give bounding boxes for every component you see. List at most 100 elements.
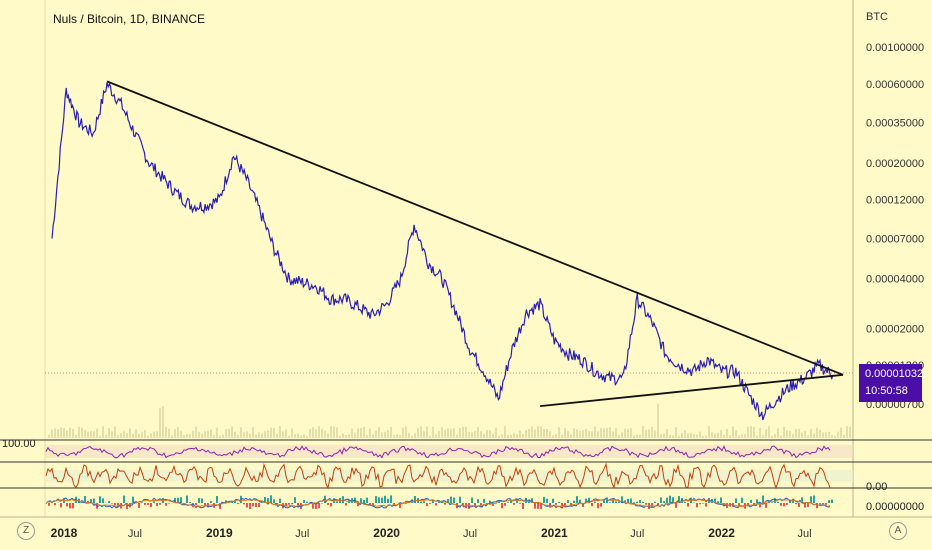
- volume-bar: [432, 427, 434, 438]
- macd-hist-bar: [663, 501, 665, 503]
- macd-hist-bar: [666, 498, 668, 503]
- volume-bar: [774, 434, 776, 438]
- macd-hist-bar: [687, 503, 689, 507]
- volume-bar: [300, 435, 302, 438]
- volume-bar: [819, 430, 821, 438]
- volume-bar: [522, 434, 524, 438]
- macd-hist-bar: [822, 503, 824, 504]
- zoom-button[interactable]: Z: [17, 522, 35, 540]
- volume-bar: [507, 435, 509, 438]
- volume-bar: [489, 430, 491, 438]
- macd-hist-bar: [765, 503, 767, 508]
- macd-hist-bar: [597, 503, 599, 508]
- chart-title: Nuls / Bitcoin, 1D, BINANCE: [53, 12, 205, 26]
- volume-bar: [435, 435, 437, 438]
- macd-hist-bar: [336, 501, 338, 503]
- volume-bar: [390, 427, 392, 438]
- macd-hist-bar: [291, 503, 293, 504]
- macd-hist-bar: [390, 495, 392, 503]
- volume-bar: [492, 433, 494, 438]
- volume-bar: [750, 426, 752, 438]
- volume-bar: [414, 433, 416, 438]
- volume-bar: [771, 436, 773, 438]
- volume-bar: [405, 427, 407, 438]
- macd-hist-bar: [831, 500, 833, 503]
- volume-bar: [321, 429, 323, 438]
- volume-bar: [666, 429, 668, 438]
- volume-bar: [525, 430, 527, 438]
- volume-bar: [129, 428, 131, 438]
- volume-bar: [111, 431, 113, 438]
- macd-hist-bar: [786, 503, 788, 505]
- rsi-band: [45, 445, 853, 458]
- volume-bar: [807, 435, 809, 438]
- volume-bar: [219, 436, 221, 438]
- volume-bar: [120, 433, 122, 438]
- volume-bar: [726, 429, 728, 438]
- macd-hist-bar: [675, 503, 677, 508]
- volume-bar: [375, 431, 377, 438]
- volume-bar: [486, 430, 488, 438]
- volume-bar: [540, 427, 542, 438]
- time-axis-label: 2019: [206, 526, 233, 540]
- price-tick-label: 0.00100000: [866, 42, 924, 54]
- volume-bar: [741, 435, 743, 438]
- macd-hist-bar: [552, 499, 554, 503]
- volume-bar: [399, 435, 401, 438]
- macd-hist-bar: [558, 502, 560, 503]
- volume-bar: [840, 427, 842, 438]
- macd-hist-bar: [366, 498, 368, 503]
- macd-zero-label: 0.00000000: [866, 501, 924, 513]
- volume-bar: [816, 428, 818, 438]
- volume-bar: [654, 430, 656, 438]
- macd-hist-bar: [186, 496, 188, 503]
- macd-hist-bar: [699, 503, 701, 504]
- macd-hist-bar: [537, 503, 539, 509]
- volume-bar: [576, 429, 578, 438]
- volume-bar: [291, 428, 293, 438]
- macd-hist-bar: [444, 503, 446, 505]
- volume-bar: [267, 430, 269, 438]
- volume-bar: [174, 429, 176, 438]
- macd-hist-bar: [756, 499, 758, 503]
- volume-bar: [51, 430, 53, 438]
- macd-hist-bar: [630, 499, 632, 503]
- volume-bar: [834, 436, 836, 438]
- volume-bar: [645, 430, 647, 438]
- volume-bar: [312, 427, 314, 438]
- volume-bar: [483, 434, 485, 438]
- volume-bar: [231, 426, 233, 438]
- volume-bar: [462, 427, 464, 438]
- macd-hist-bar: [138, 503, 140, 508]
- volume-bar: [804, 431, 806, 438]
- volume-bar: [537, 426, 539, 438]
- volume-bar: [387, 430, 389, 438]
- volume-bar: [342, 434, 344, 438]
- macd-hist-bar: [93, 499, 95, 503]
- volume-bar: [396, 434, 398, 438]
- volume-bar: [177, 427, 179, 438]
- volume-bar: [318, 426, 320, 438]
- volume-bar: [393, 435, 395, 438]
- macd-hist-bar: [591, 503, 593, 506]
- volume-bar: [357, 429, 359, 438]
- volume-bar: [294, 434, 296, 438]
- volume-bar: [636, 435, 638, 438]
- volume-bar: [504, 426, 506, 438]
- macd-hist-bar: [450, 497, 452, 503]
- auto-scale-button[interactable]: A: [889, 522, 907, 540]
- volume-bar: [429, 436, 431, 438]
- last-price-badge: 0.00001032 10:50:58: [859, 364, 922, 402]
- macd-hist-bar: [798, 503, 800, 507]
- macd-hist-bar: [195, 503, 197, 505]
- volume-bar: [210, 430, 212, 438]
- price-tick-label: 0.00060000: [866, 79, 924, 91]
- volume-bar: [753, 427, 755, 438]
- volume-bar: [801, 433, 803, 438]
- volume-bar: [459, 428, 461, 438]
- macd-hist-bar: [762, 496, 764, 503]
- volume-bar: [531, 426, 533, 438]
- volume-bar: [837, 432, 839, 438]
- volume-bar: [762, 435, 764, 438]
